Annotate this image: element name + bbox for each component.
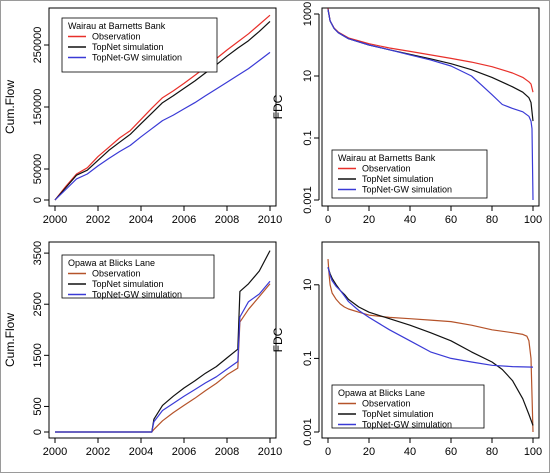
series-line-2	[54, 20, 271, 201]
y-axis: 0.001 0.1 10 1000	[302, 2, 320, 214]
x-tick-label: 80	[486, 446, 498, 458]
x-tick-label: 2010	[258, 446, 282, 458]
y-tick-label: 0.001	[302, 418, 314, 446]
legend-title: Wairau at Barnetts Bank	[338, 153, 436, 163]
x-axis: 0 20 40 60 80 100	[325, 437, 542, 458]
chart-panel-2: 0 20 40 60 80 100 0.001 0.1 10 1000 FDC Wairau at B…	[271, 2, 542, 226]
series-line-1	[54, 14, 271, 201]
legend-label: TopNet-GW simulation	[92, 53, 182, 63]
x-tick-label: 2008	[215, 214, 239, 226]
series-line-3	[327, 267, 534, 368]
x-tick-label: 2008	[215, 446, 239, 458]
series-line-3	[55, 280, 271, 433]
legend-label: Observation	[362, 399, 411, 409]
x-tick-label: 2000	[43, 214, 67, 226]
legend-box	[61, 17, 218, 73]
x-tick-label: 2006	[172, 446, 196, 458]
x-axis: 2000 2002 2004 2006 2008 2010	[43, 205, 282, 226]
legend-title: Opawa at Blicks Lane	[338, 388, 425, 398]
legend-label: TopNet-GW simulation	[92, 290, 182, 300]
x-axis: 0 20 40 60 80 100	[325, 205, 542, 226]
x-tick-label: 2004	[129, 446, 153, 458]
legend-label: Observation	[92, 32, 141, 42]
y-tick-label: 2500	[32, 292, 44, 316]
legend-label: TopNet simulation	[362, 174, 434, 184]
x-axis: 2000 2002 2004 2006 2008 2010	[43, 437, 282, 458]
x-tick-label: 2000	[43, 446, 67, 458]
x-tick-label: 60	[445, 446, 457, 458]
y-axis: 0 50000 150000 250000	[32, 27, 50, 203]
x-tick-label: 40	[404, 446, 416, 458]
x-tick-label: 60	[445, 214, 457, 226]
x-tick-label: 2006	[172, 214, 196, 226]
x-tick-label: 20	[363, 214, 375, 226]
chart-panel-3: 2000 2002 2004 2006 2008 2010 0 500 1500 2500 3500…	[3, 241, 282, 458]
x-tick-label: 0	[325, 214, 331, 226]
y-axis: 0 500 1500 2500 3500	[32, 241, 50, 435]
x-tick-label: 2004	[129, 214, 153, 226]
legend-box	[331, 149, 488, 199]
series-line-2	[327, 267, 534, 426]
legend: Wairau at Barnetts BankObservationTopNet…	[331, 149, 488, 199]
legend-label: TopNet simulation	[92, 279, 164, 289]
legend-title: Wairau at Barnetts Bank	[68, 21, 166, 31]
x-tick-label: 80	[486, 214, 498, 226]
series-line-3	[54, 51, 271, 201]
y-tick-label: 0	[32, 197, 44, 203]
y-tick-label: 500	[32, 397, 44, 415]
legend-label: Observation	[92, 269, 141, 279]
y-tick-label: 3500	[32, 241, 44, 265]
y-axis-title: FDC	[271, 94, 285, 119]
legend-title: Opawa at Blicks Lane	[68, 258, 155, 268]
series-line-2	[55, 250, 271, 433]
series-line-1	[327, 8, 534, 93]
y-tick-label: 1500	[32, 343, 44, 367]
y-axis-title: Cum.Flow	[3, 80, 17, 134]
legend-label: TopNet-GW simulation	[362, 420, 452, 430]
y-axis-title: FDC	[271, 327, 285, 352]
chart-panel-1: 2000 2002 2004 2006 2008 2010 0 50000 150000 2500…	[3, 7, 282, 226]
legend-label: Observation	[362, 164, 411, 174]
legend-label: TopNet simulation	[362, 409, 434, 419]
x-tick-label: 100	[524, 446, 542, 458]
y-axis: 0.001 0.1 10	[302, 279, 320, 446]
y-tick-label: 10	[302, 279, 314, 291]
y-tick-label: 150000	[32, 89, 44, 126]
x-tick-label: 2002	[86, 214, 110, 226]
y-tick-label: 0.001	[302, 186, 314, 214]
chart-panel-4: 0 20 40 60 80 100 0.001 0.1 10 FDC Opawa at Blicks…	[271, 241, 542, 458]
y-tick-label: 0	[32, 429, 44, 435]
series-line-3	[327, 9, 534, 201]
x-tick-label: 20	[363, 446, 375, 458]
x-tick-label: 0	[325, 446, 331, 458]
legend-label: TopNet-GW simulation	[362, 185, 452, 195]
x-tick-label: 2002	[86, 446, 110, 458]
legend-box	[61, 254, 215, 299]
y-tick-label: 0.1	[302, 130, 314, 145]
series-line-1	[55, 283, 271, 433]
y-tick-label: 0.1	[302, 351, 314, 366]
legend-box	[331, 384, 485, 429]
legend: Wairau at Barnetts BankObservationTopNet…	[61, 17, 218, 73]
series-line-1	[327, 259, 534, 433]
y-tick-label: 250000	[32, 27, 44, 64]
legend-label: TopNet simulation	[92, 42, 164, 52]
y-axis-title: Cum.Flow	[3, 313, 17, 367]
x-tick-label: 100	[524, 214, 542, 226]
y-tick-label: 10	[302, 70, 314, 82]
y-tick-label: 1000	[302, 2, 314, 26]
y-tick-label: 50000	[32, 154, 44, 185]
x-tick-label: 2010	[258, 214, 282, 226]
x-tick-label: 40	[404, 214, 416, 226]
